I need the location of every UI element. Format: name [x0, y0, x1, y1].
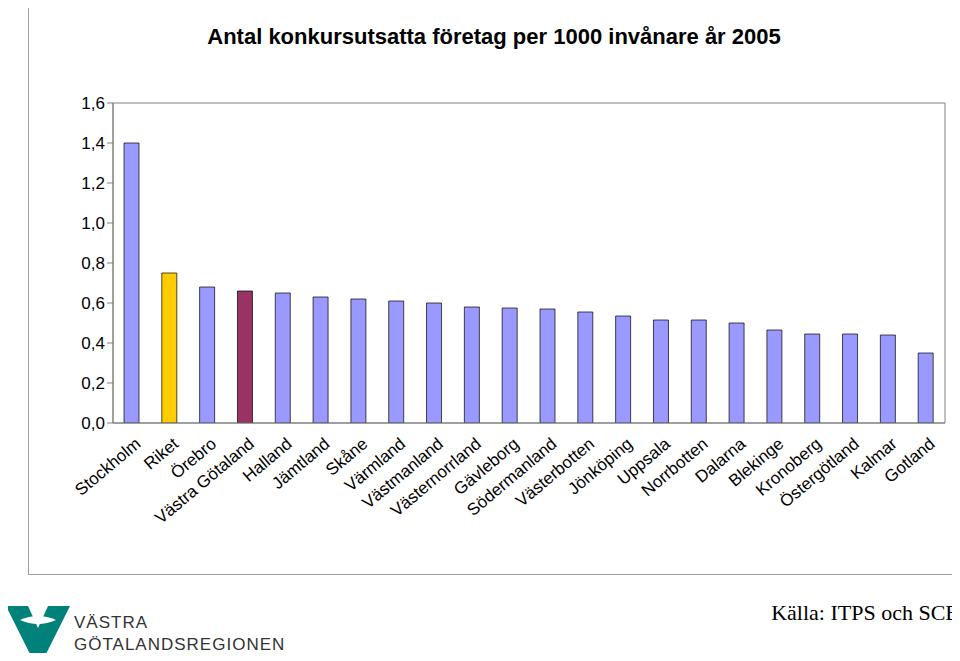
- svg-text:Värmland: Värmland: [341, 434, 410, 496]
- svg-text:Östergötland: Östergötland: [776, 434, 863, 512]
- svg-text:Jämtland: Jämtland: [268, 434, 334, 493]
- svg-text:GÖTALANDSREGIONEN: GÖTALANDSREGIONEN: [74, 635, 285, 653]
- svg-text:1,0: 1,0: [81, 214, 105, 233]
- svg-text:0,6: 0,6: [81, 294, 105, 313]
- html-text:Antal konkursutsatta företag p: Antal konkursutsatta företag per 1000 in…: [207, 24, 781, 49]
- svg-text:Halland: Halland: [239, 434, 296, 486]
- svg-text:Stockholm: Stockholm: [71, 434, 144, 500]
- svg-text:Västmanland: Västmanland: [358, 434, 447, 513]
- svg-text:0,0: 0,0: [81, 414, 105, 433]
- svg-text:Dalarna: Dalarna: [691, 434, 750, 487]
- svg-text:Jönköping: Jönköping: [564, 434, 636, 499]
- svg-text:Västra Götaland: Västra Götaland: [151, 434, 257, 528]
- svg-text:Kronoberg: Kronoberg: [752, 434, 826, 500]
- html-text:Källa: ITPS och SCB: Källa: ITPS och SCB: [771, 600, 960, 625]
- svg-text:Blekinge: Blekinge: [725, 434, 788, 491]
- svg-text:Kalmar: Kalmar: [847, 434, 901, 484]
- svg-text:Södermanland: Södermanland: [463, 434, 561, 520]
- svg-text:0,4: 0,4: [81, 334, 105, 353]
- svg-text:1,6: 1,6: [81, 94, 105, 113]
- svg-text:0,2: 0,2: [81, 374, 105, 393]
- svg-text:1,4: 1,4: [81, 134, 105, 153]
- svg-text:Skåne: Skåne: [322, 434, 372, 480]
- svg-text:0,8: 0,8: [81, 254, 105, 273]
- svg-text:Västernorrland: Västernorrland: [387, 434, 485, 521]
- svg-text:Riket: Riket: [140, 434, 183, 474]
- svg-text:Västerbotten: Västerbotten: [512, 434, 599, 511]
- svg-text:Norrbotten: Norrbotten: [637, 434, 712, 501]
- svg-text:1,2: 1,2: [81, 174, 105, 193]
- svg-text:VÄSTRA: VÄSTRA: [74, 613, 148, 632]
- svg-text:Gävleborg: Gävleborg: [450, 434, 523, 500]
- svg-text:Gotland: Gotland: [881, 434, 939, 487]
- svg-text:Örebro: Örebro: [167, 434, 220, 483]
- svg-text:Uppsala: Uppsala: [613, 434, 674, 489]
